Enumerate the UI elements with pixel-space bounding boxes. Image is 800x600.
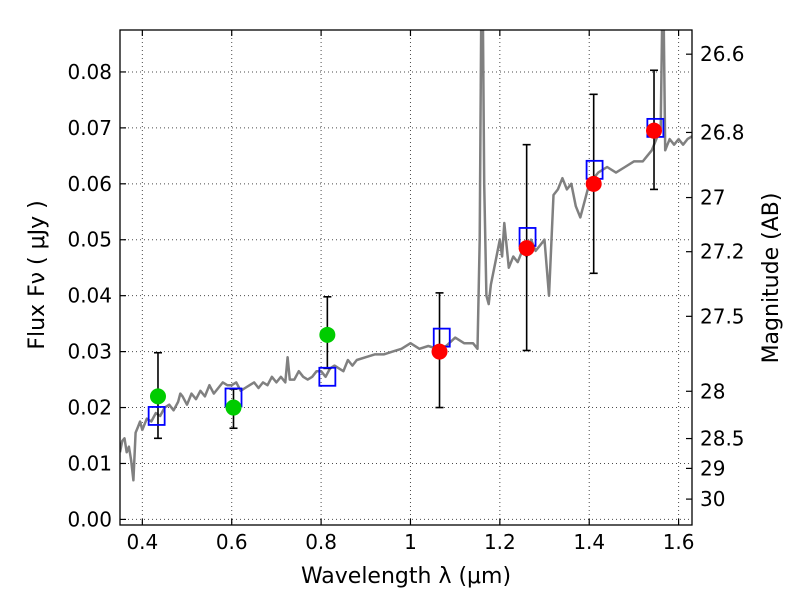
model-square: [318, 366, 337, 387]
data-point: [319, 326, 336, 343]
data-point: [518, 240, 535, 257]
mag-tick-label: 27.5: [700, 304, 745, 328]
x-axis-label: Wavelength λ (μm): [301, 564, 511, 589]
y-tick-label: 0.02: [67, 396, 112, 420]
spectrum-line: [120, 30, 692, 482]
error-bars: [153, 69, 659, 440]
y-tick-label: 0.06: [67, 172, 112, 196]
mag-tick-label: 30: [700, 487, 725, 511]
magnitude-ticks: 26.6 26.8 27 27.2 27.5 28 28.5 29 30: [686, 42, 745, 511]
data-point: [646, 122, 663, 139]
grid-lines: [120, 30, 692, 525]
mag-tick-label: 26.6: [700, 42, 745, 66]
plot-frame: [119, 29, 693, 526]
data-point: [225, 399, 242, 416]
y-tick-label: 0.03: [67, 340, 112, 364]
y-tick-label: 0.05: [67, 228, 112, 252]
data-point: [149, 388, 166, 405]
mag-tick-label: 28: [700, 379, 725, 403]
x-tick-label: 1.6: [663, 530, 695, 554]
x-tick-label: 1.2: [484, 530, 516, 554]
y-ticks: 0.00 0.01 0.02 0.03 0.04 0.05 0.06 0.07 0.08: [67, 60, 126, 531]
x-tick-label: 1: [404, 530, 417, 554]
x-ticks: 0.4 0.6 0.8 1 1.2 1.4 1.6: [126, 30, 695, 554]
x-tick-label: 0.8: [305, 530, 337, 554]
y-axis-label: Flux Fν ( μJy ): [25, 200, 50, 349]
mag-tick-label: 27.2: [700, 240, 745, 264]
y-tick-label: 0.01: [67, 451, 112, 475]
data-point: [431, 343, 448, 360]
model-square: [147, 406, 166, 426]
model-squares: [147, 117, 665, 426]
y-tick-label: 0.00: [67, 507, 112, 531]
mag-tick-label: 28.5: [700, 427, 745, 451]
x-tick-label: 0.4: [126, 530, 158, 554]
x-tick-label: 0.6: [216, 530, 248, 554]
mag-tick-label: 27: [700, 186, 725, 210]
x-tick-label: 1.4: [573, 530, 605, 554]
spectrum-series: [120, 30, 692, 482]
y-tick-label: 0.08: [67, 60, 112, 84]
mag-tick-label: 29: [700, 456, 725, 480]
y-tick-label: 0.07: [67, 116, 112, 140]
data-point: [585, 175, 602, 192]
y-tick-label: 0.04: [67, 284, 112, 308]
magnitude-axis-label: Magnitude (AB): [759, 193, 784, 364]
photometry-points: [149, 122, 663, 416]
mag-tick-label: 26.8: [700, 120, 745, 144]
